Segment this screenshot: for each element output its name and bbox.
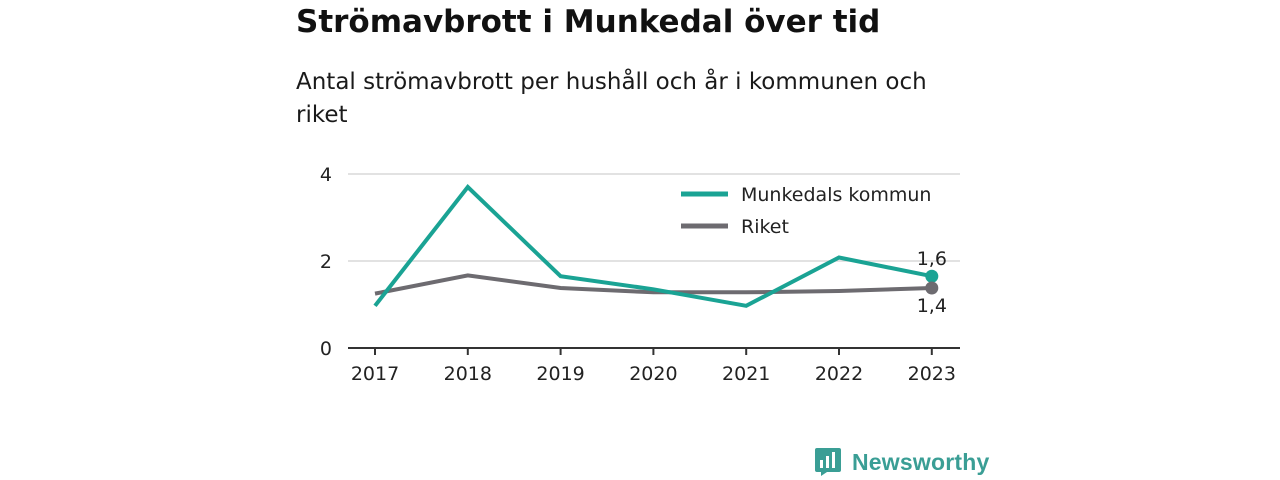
end-value-label: 1,6 — [917, 248, 947, 270]
brand-name: Newsworthy — [852, 448, 990, 475]
newsworthy-chart-icon — [815, 448, 841, 476]
x-tick-label: 2017 — [351, 363, 399, 385]
end-value-label: 1,4 — [917, 295, 947, 317]
legend-label: Riket — [741, 216, 789, 238]
end-point-marker — [925, 281, 939, 295]
y-tick-label: 0 — [320, 338, 332, 360]
y-tick-label: 2 — [320, 251, 332, 273]
x-tick-label: 2021 — [722, 363, 770, 385]
series-line-riket — [374, 273, 932, 296]
legend-label: Munkedals kommun — [741, 184, 931, 206]
chart-subtitle: Antal strömavbrott per hushåll och år i … — [296, 69, 927, 128]
legend: Munkedals kommun Riket — [681, 184, 931, 238]
axes: 0 2 4 2017 2018 2019 2020 2021 2022 2023 — [320, 164, 960, 385]
data-labels: 1,6 1,4 — [917, 248, 947, 317]
series-lines — [373, 184, 933, 308]
x-tick-label: 2023 — [908, 363, 956, 385]
end-point-marker — [925, 269, 939, 283]
x-tick-label: 2022 — [815, 363, 863, 385]
x-tick-label: 2018 — [444, 363, 492, 385]
series-line-munkedal — [373, 184, 933, 308]
newsworthy-logo[interactable]: Newsworthy — [814, 446, 989, 478]
chart-title: Strömavbrott i Munkedal över tid — [296, 4, 881, 40]
x-tick-label: 2020 — [629, 363, 677, 385]
y-tick-label: 4 — [320, 164, 332, 186]
x-tick-label: 2019 — [536, 363, 584, 385]
